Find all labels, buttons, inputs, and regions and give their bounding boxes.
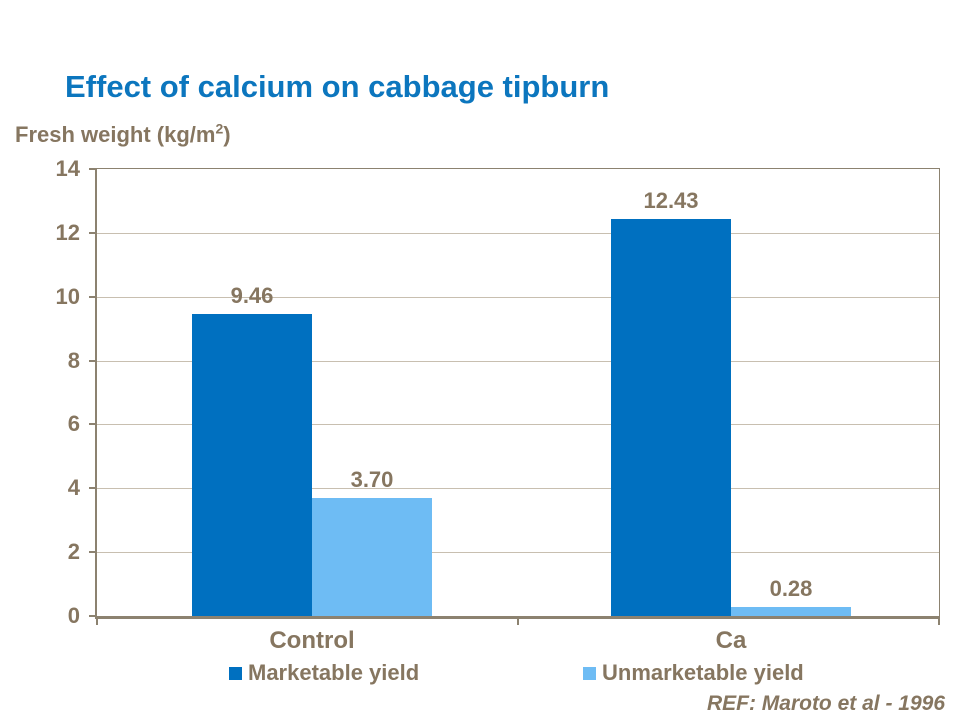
chart-legend: Marketable yield Unmarketable yield (0, 660, 960, 688)
legend-label-unmarketable-yield: Unmarketable yield (602, 660, 804, 685)
reference-citation: REF: Maroto et al - 1996 (706, 692, 945, 715)
y-tick-mark-12 (89, 232, 95, 234)
bar-marketable-yield-control (192, 314, 312, 616)
y-tick-mark-8 (89, 360, 95, 362)
gridline-12 (97, 233, 939, 234)
x-category-label-control: Control (269, 627, 355, 654)
legend-item-unmarketable-yield: Unmarketable yield (583, 660, 804, 686)
gridline-6 (97, 424, 939, 425)
gridline-4 (97, 488, 939, 489)
bar-unmarketable-yield-ca (731, 607, 851, 616)
y-axis-title-text: Fresh weight (kg/m (15, 122, 216, 147)
y-tick-label-6: 6 (67, 411, 80, 436)
y-tick-label-14: 14 (55, 156, 80, 181)
y-tick-mark-0 (89, 615, 95, 617)
gridline-10 (97, 297, 939, 298)
y-axis-title-superscript: 2 (215, 120, 224, 137)
legend-swatch-unmarketable-yield (583, 666, 596, 680)
y-tick-mark-6 (89, 423, 95, 425)
y-tick-mark-2 (89, 551, 95, 553)
x-tick-mark-2 (938, 619, 940, 625)
bar-unmarketable-yield-control (312, 498, 432, 616)
y-tick-mark-10 (89, 296, 95, 298)
x-tick-mark-0 (96, 619, 98, 625)
y-tick-label-0: 0 (67, 603, 80, 628)
y-tick-label-2: 2 (67, 539, 80, 564)
plot-area: 0 2 4 6 8 10 12 14 9.46 3.70 12.43 0.28 Control Ca (56, 156, 940, 654)
y-axis-title: Fresh weight (kg/m2) (15, 121, 231, 148)
y-tick-mark-4 (89, 487, 95, 489)
value-label-unmarketable-yield-ca: 0.28 (769, 576, 813, 601)
y-tick-label-8: 8 (67, 348, 80, 373)
x-category-label-ca: Ca (715, 627, 747, 654)
y-tick-label-10: 10 (55, 284, 80, 309)
value-label-marketable-yield-control: 9.46 (230, 283, 274, 308)
y-tick-label-12: 12 (55, 220, 80, 245)
y-tick-mark-14 (89, 168, 95, 170)
legend-label-marketable-yield: Marketable yield (248, 660, 420, 685)
page-title: Effect of calcium on cabbage tipburn (65, 69, 610, 104)
gridline-2 (97, 552, 939, 553)
x-tick-mark-1 (517, 619, 519, 625)
legend-item-marketable-yield: Marketable yield (229, 660, 419, 686)
y-axis-title-suffix: ) (223, 122, 231, 147)
bar-marketable-yield-ca (611, 219, 731, 616)
value-label-unmarketable-yield-control: 3.70 (350, 467, 394, 492)
y-tick-label-4: 4 (67, 475, 80, 500)
gridline-8 (97, 361, 939, 362)
value-label-marketable-yield-ca: 12.43 (643, 188, 699, 213)
legend-swatch-marketable-yield (229, 666, 242, 680)
